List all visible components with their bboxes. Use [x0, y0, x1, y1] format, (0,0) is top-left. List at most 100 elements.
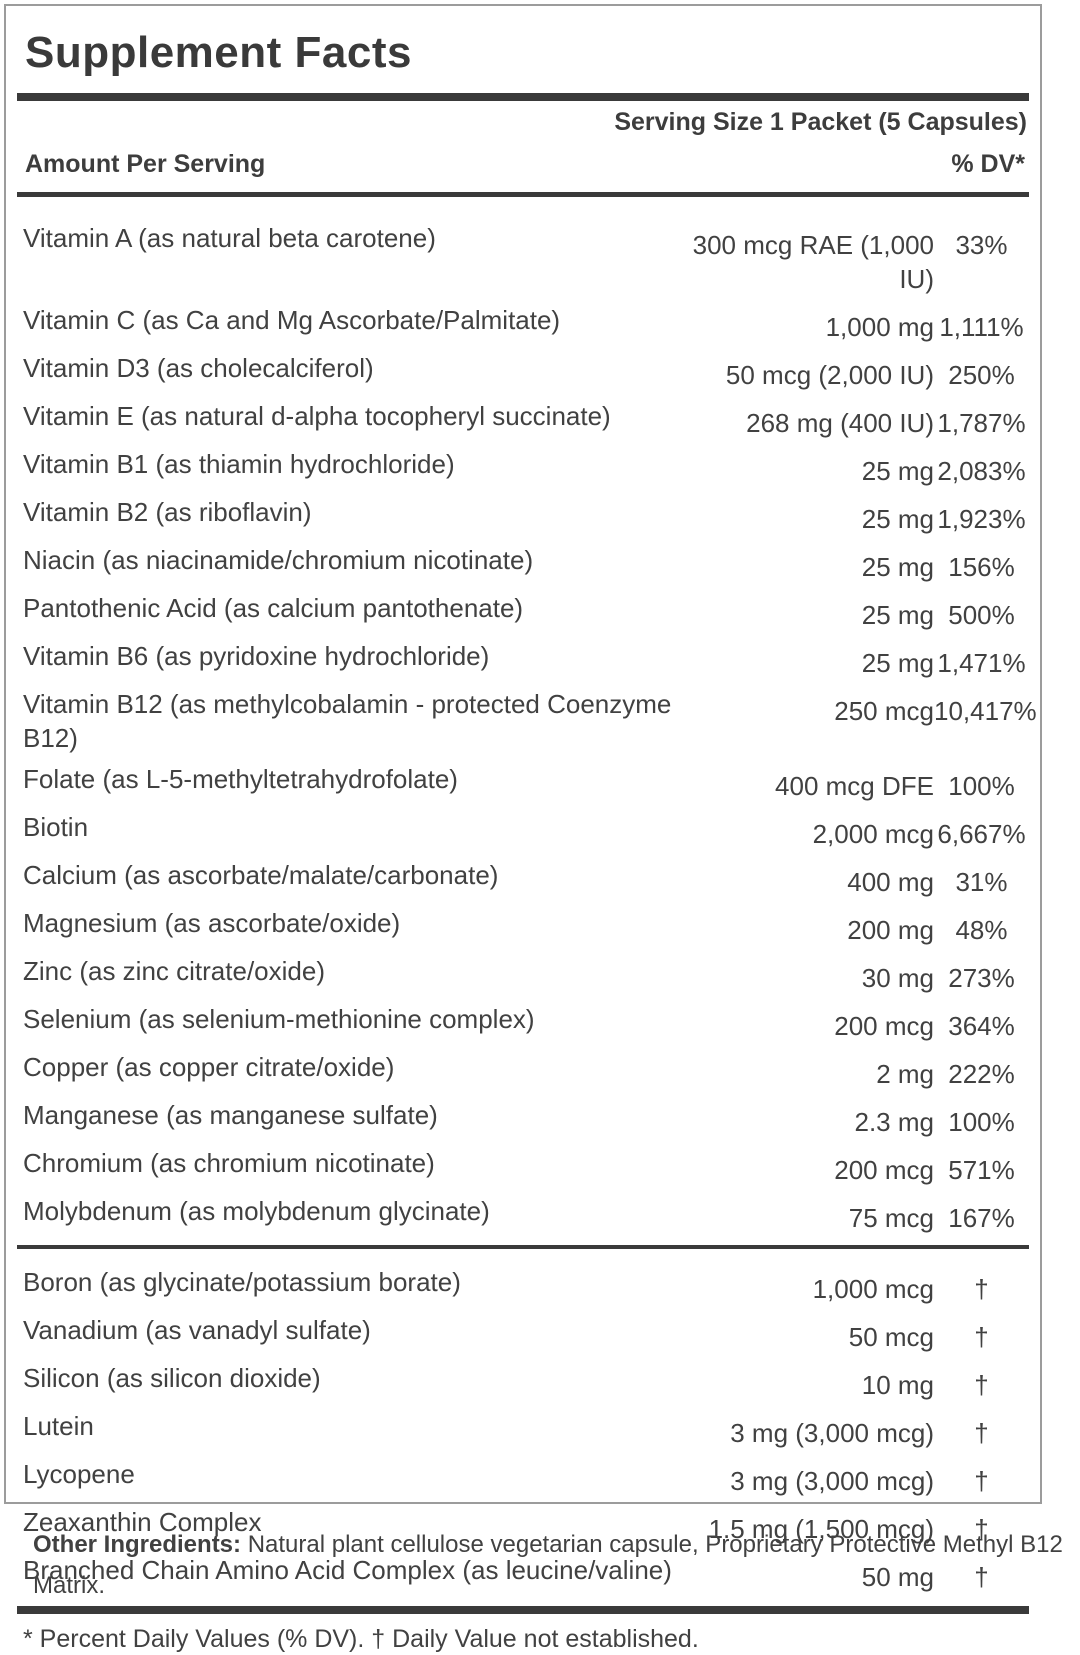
nutrient-row: Molybdenum (as molybdenum glycinate) 75 … — [17, 1194, 1029, 1235]
nutrient-dv: † — [974, 1514, 989, 1544]
nutrient-dv: † — [974, 1370, 989, 1400]
nutrient-dv: 500% — [948, 600, 1015, 630]
nutrient-amount: 50 mcg (2,000 IU) — [725, 360, 934, 390]
nutrient-amount: 250 mcg — [834, 696, 934, 726]
nutrient-dv: † — [974, 1418, 989, 1448]
nutrient-amount: 25 mg — [861, 504, 934, 534]
nutrient-row: Niacin (as niacinamide/chromium nicotina… — [17, 543, 1029, 584]
footnote-bar — [17, 1606, 1029, 1614]
nutrient-name: Branched Chain Amino Acid Complex (as le… — [23, 1555, 672, 1585]
nutrient-dv: † — [974, 1562, 989, 1592]
nutrient-name: Zeaxanthin Complex — [23, 1507, 262, 1537]
nutrient-row: Zeaxanthin Complex 1.5 mg (1,500 mcg) † — [17, 1505, 1029, 1546]
nutrient-row: Copper (as copper citrate/oxide) 2 mg 22… — [17, 1050, 1029, 1091]
nutrient-row: Vitamin B1 (as thiamin hydrochloride) 25… — [17, 447, 1029, 488]
nutrient-dv: 1,787% — [937, 408, 1026, 438]
nutrient-name: Manganese (as manganese sulfate) — [23, 1100, 438, 1130]
nutrient-dv: 48% — [955, 915, 1008, 945]
column-header-rule — [17, 192, 1029, 197]
nutrient-name: Molybdenum (as molybdenum glycinate) — [23, 1196, 490, 1226]
header-thick-bar — [17, 93, 1029, 101]
nutrient-amount: 400 mcg DFE — [775, 771, 934, 801]
nutrient-amount: 400 mg — [847, 867, 934, 897]
nutrient-row: Magnesium (as ascorbate/oxide) 200 mg 48… — [17, 906, 1029, 947]
nutrient-amount: 2 mg — [876, 1059, 934, 1089]
nutrient-dv: 33% — [955, 230, 1008, 260]
nutrient-dv: † — [974, 1322, 989, 1352]
nutrient-name: Vanadium (as vanadyl sulfate) — [23, 1315, 371, 1345]
nutrient-amount: 1.5 mg (1,500 mcg) — [708, 1514, 934, 1544]
nutrient-dv: 2,083% — [937, 456, 1026, 486]
nutrient-amount: 200 mcg — [834, 1155, 934, 1185]
nutrient-amount: 75 mcg — [848, 1203, 934, 1233]
nutrient-dv: 1,923% — [937, 504, 1026, 534]
nutrient-amount: 25 mg — [861, 456, 934, 486]
nutrient-row: Vanadium (as vanadyl sulfate) 50 mcg † — [17, 1313, 1029, 1354]
nutrient-row: Chromium (as chromium nicotinate) 200 mc… — [17, 1146, 1029, 1187]
nutrient-row: Vitamin B6 (as pyridoxine hydrochloride)… — [17, 639, 1029, 680]
nutrient-dv: † — [974, 1466, 989, 1496]
nutrient-name: Biotin — [23, 812, 89, 842]
nutrient-row: Selenium (as selenium-methionine complex… — [17, 1002, 1029, 1043]
nutrient-name: Vitamin C (as Ca and Mg Ascorbate/Palmit… — [23, 305, 561, 335]
nutrient-row: Vitamin B2 (as riboflavin) 25 mg 1,923% — [17, 495, 1029, 536]
nutrient-dv: 571% — [948, 1155, 1015, 1185]
nutrient-dv: † — [974, 1274, 989, 1304]
nutrient-dv: 167% — [948, 1203, 1015, 1233]
serving-size: Serving Size 1 Packet (5 Capsules) — [614, 108, 1027, 136]
nutrient-name: Boron (as glycinate/potassium borate) — [23, 1267, 461, 1297]
nutrient-amount: 50 mcg — [848, 1322, 934, 1352]
nutrient-amount: 3 mg (3,000 mcg) — [730, 1418, 934, 1448]
nutrient-name: Vitamin B2 (as riboflavin) — [23, 497, 312, 527]
nutrient-row: Folate (as L-5-methyltetrahydrofolate) 4… — [17, 762, 1029, 803]
nutrient-amount: 50 mg — [861, 1562, 934, 1592]
nutrient-dv: 250% — [948, 360, 1015, 390]
nutrient-name: Pantothenic Acid (as calcium pantothenat… — [23, 593, 524, 623]
panel-title: Supplement Facts — [25, 28, 412, 77]
nutrient-row: Vitamin C (as Ca and Mg Ascorbate/Palmit… — [17, 303, 1029, 344]
nutrient-dv: 100% — [948, 1107, 1015, 1137]
column-header-row: Amount Per Serving % DV* — [17, 150, 1029, 179]
nutrient-name: Zinc (as zinc citrate/oxide) — [23, 956, 325, 986]
section-divider — [17, 1245, 1029, 1249]
nutrient-amount: 200 mg — [847, 915, 934, 945]
nutrient-name: Vitamin B6 (as pyridoxine hydrochloride) — [23, 641, 490, 671]
amount-per-serving-header: Amount Per Serving — [25, 150, 266, 178]
nutrient-row: Vitamin E (as natural d-alpha tocopheryl… — [17, 399, 1029, 440]
other-ingredients-label: Other Ingredients: — [33, 1531, 242, 1558]
nutrient-amount: 300 mcg RAE (1,000 IU) — [692, 230, 934, 294]
nutrient-amount: 25 mg — [861, 600, 934, 630]
supplement-facts-panel: Supplement Facts Serving Size 1 Packet (… — [4, 4, 1042, 1653]
nutrient-name: Selenium (as selenium-methionine complex… — [23, 1004, 535, 1034]
nutrient-name: Niacin (as niacinamide/chromium nicotina… — [23, 545, 534, 575]
nutrient-dv: 364% — [948, 1011, 1015, 1041]
footnote: * Percent Daily Values (% DV). † Daily V… — [23, 1625, 699, 1653]
nutrient-name: Vitamin B12 (as methylcobalamin - protec… — [23, 689, 672, 753]
nutrient-dv: 10,417% — [934, 696, 1037, 726]
nutrient-name: Chromium (as chromium nicotinate) — [23, 1148, 435, 1178]
nutrient-name: Vitamin B1 (as thiamin hydrochloride) — [23, 449, 455, 479]
nutrient-amount: 30 mg — [861, 963, 934, 993]
other-ingredients: Other Ingredients: Natural plant cellulo… — [33, 1524, 1063, 1606]
nutrient-amount: 1,000 mcg — [812, 1274, 934, 1304]
nutrient-amount: 25 mg — [861, 552, 934, 582]
nutrient-name: Folate (as L-5-methyltetrahydrofolate) — [23, 764, 458, 794]
nutrient-name: Magnesium (as ascorbate/oxide) — [23, 908, 401, 938]
nutrient-amount: 1,000 mg — [825, 312, 934, 342]
nutrient-row: Lutein 3 mg (3,000 mcg) † — [17, 1409, 1029, 1450]
nutrient-row: Calcium (as ascorbate/malate/carbonate) … — [17, 858, 1029, 899]
nutrient-dv: 273% — [948, 963, 1015, 993]
nutrient-row: Branched Chain Amino Acid Complex (as le… — [17, 1553, 1029, 1594]
nutrient-rows: Vitamin A (as natural beta carotene) 300… — [17, 221, 1037, 1594]
nutrient-amount: 2,000 mcg — [812, 819, 934, 849]
nutrient-row: Vitamin B12 (as methylcobalamin - protec… — [17, 687, 1037, 755]
nutrient-dv: 6,667% — [937, 819, 1026, 849]
nutrient-name: Lutein — [23, 1411, 94, 1441]
nutrient-row: Boron (as glycinate/potassium borate) 1,… — [17, 1265, 1029, 1306]
nutrient-amount: 268 mg (400 IU) — [746, 408, 934, 438]
nutrient-row: Silicon (as silicon dioxide) 10 mg † — [17, 1361, 1029, 1402]
nutrient-row: Vitamin D3 (as cholecalciferol) 50 mcg (… — [17, 351, 1029, 392]
nutrient-name: Copper (as copper citrate/oxide) — [23, 1052, 395, 1082]
nutrient-dv: 156% — [948, 552, 1015, 582]
nutrient-name: Vitamin D3 (as cholecalciferol) — [23, 353, 374, 383]
